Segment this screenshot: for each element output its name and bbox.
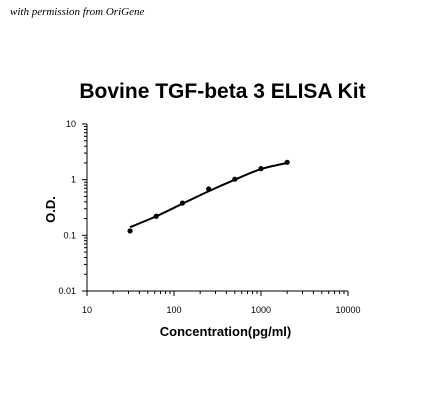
x-tick-label: 1000 — [251, 305, 271, 315]
tick-labels: 10 100 1000 10000 0.01 0.1 1 10 — [58, 119, 360, 315]
x-tick-label: 10 — [82, 305, 92, 315]
x-tick-label: 10000 — [335, 305, 360, 315]
y-tick-label: 0.01 — [58, 286, 76, 296]
data-point — [153, 213, 159, 219]
y-tick-label: 1 — [71, 175, 76, 185]
data-point — [206, 186, 212, 192]
y-axis-label: O.D. — [43, 196, 58, 223]
data-point — [258, 166, 264, 172]
y-tick-label: 0.1 — [63, 230, 76, 240]
tick-marks — [82, 123, 349, 296]
data-point — [284, 159, 290, 165]
permission-credit: with permission from OriGene — [10, 6, 145, 18]
chart-title: Bovine TGF-beta 3 ELISA Kit — [79, 80, 366, 103]
y-tick-label: 10 — [66, 119, 76, 129]
x-tick-label: 100 — [166, 305, 181, 315]
data-point — [179, 200, 186, 206]
standard-curve-line — [129, 161, 288, 229]
axes — [86, 124, 348, 292]
data-point — [127, 228, 133, 234]
x-axis-label: Concentration(pg/ml) — [160, 324, 291, 339]
data-point — [232, 176, 238, 182]
data-points — [127, 159, 290, 234]
